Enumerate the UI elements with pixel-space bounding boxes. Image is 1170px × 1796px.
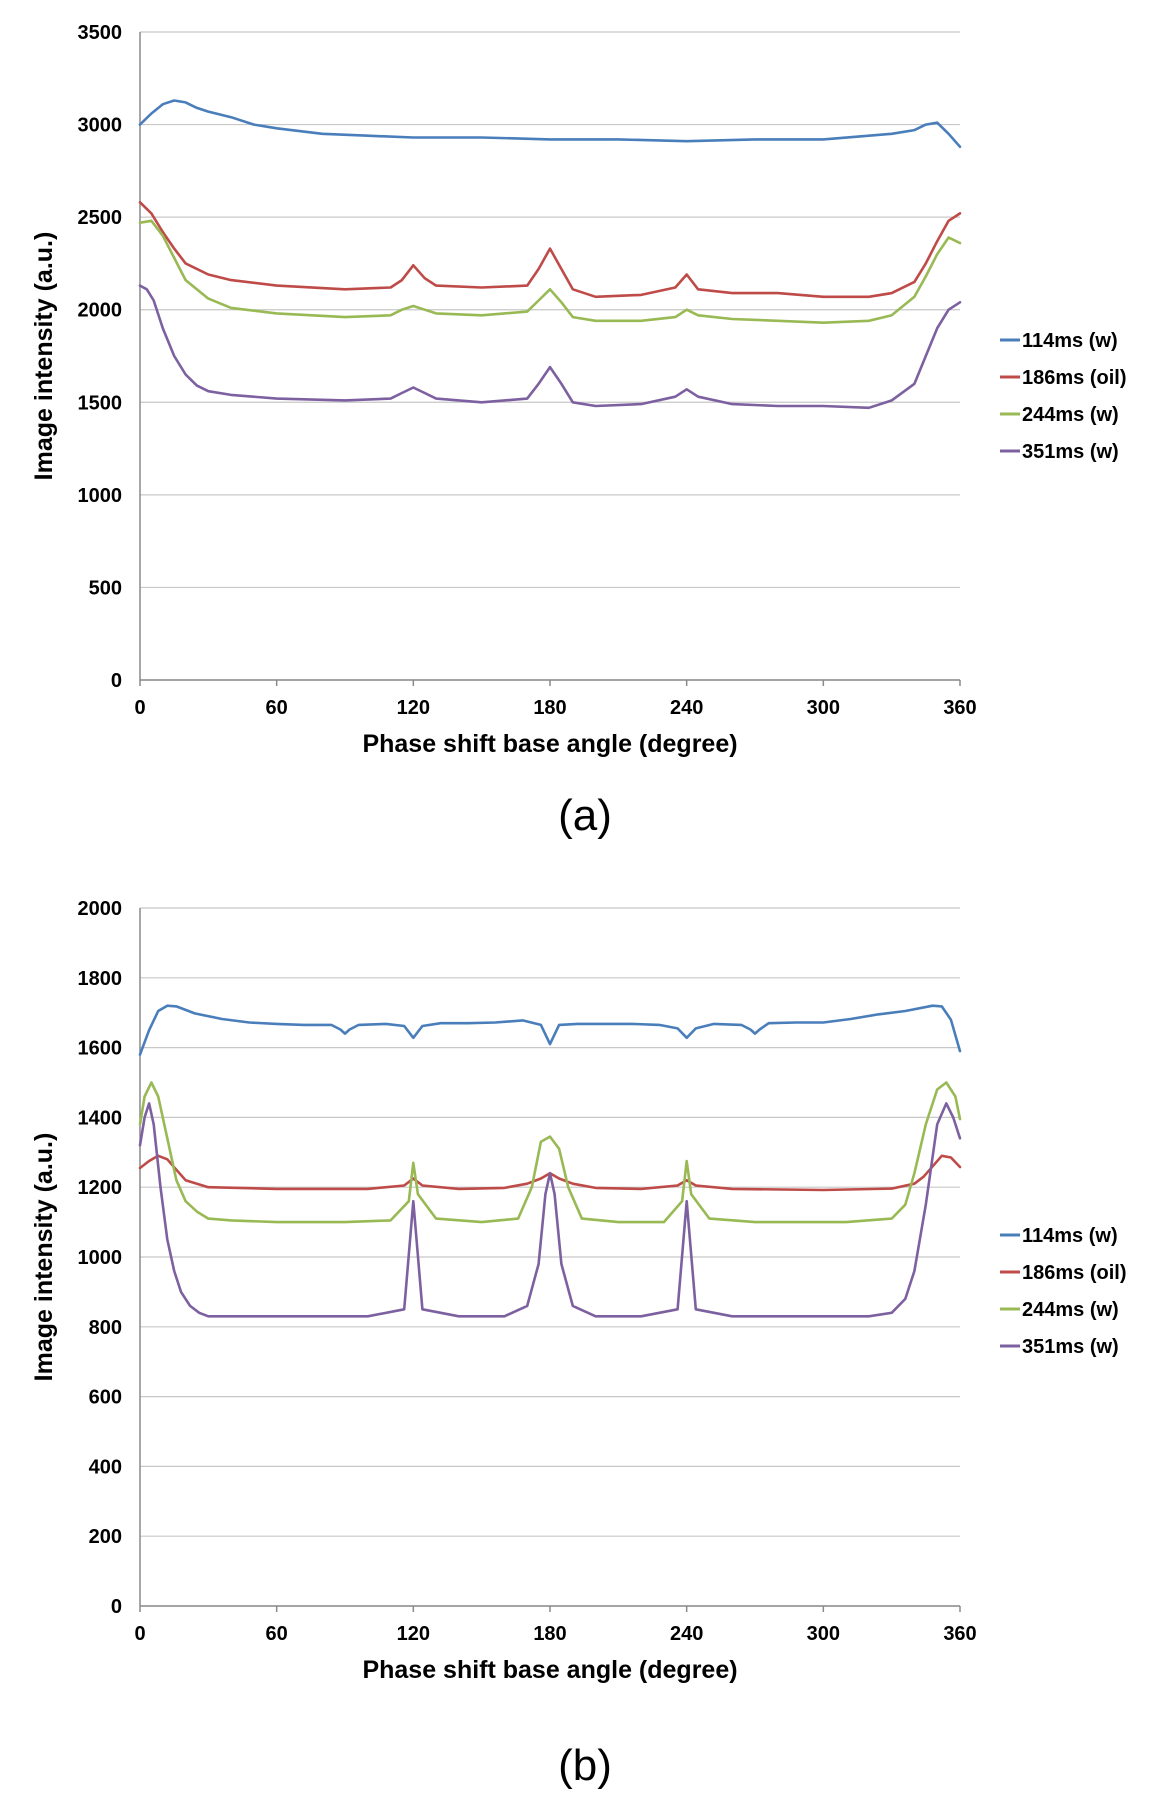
chart-a-xtick-label: 0 <box>134 697 145 719</box>
chart-a-ytick-label: 500 <box>89 577 122 599</box>
chart-b-xtick-label: 0 <box>134 1623 145 1645</box>
chart-b-ytick-label: 600 <box>89 1387 122 1409</box>
chart-a-legend: 114ms (w) 186ms (oil) 244ms (w) 351ms (w) <box>1000 330 1126 463</box>
chart-b-series-line-3 <box>138 1081 962 1224</box>
chart-b-legend-label: 186ms (oil) <box>1022 1262 1126 1284</box>
chart-a-series-line-2 <box>138 201 962 299</box>
chart-a-ytick-label: 2500 <box>78 207 123 229</box>
chart-a-ytick-label: 2000 <box>78 300 123 322</box>
chart-b-ytick-label: 2000 <box>78 898 123 920</box>
chart-b-ytick-label: 1800 <box>78 968 123 990</box>
chart-a-xtick-label: 240 <box>670 697 703 719</box>
chart-a-series-line-3 <box>138 219 962 325</box>
chart-b-xtick-label: 300 <box>807 1623 840 1645</box>
chart-b-ytick-label: 200 <box>89 1526 122 1548</box>
chart-a-legend-label: 114ms (w) <box>1022 330 1118 352</box>
chart-a-ytick-label: 3500 <box>78 22 123 44</box>
chart-a-ytick-label: 1500 <box>78 392 123 414</box>
chart-b-series-line-4 <box>138 1102 962 1318</box>
chart-b-xtick-label: 180 <box>533 1623 566 1645</box>
chart-a-xtick-label: 120 <box>397 697 430 719</box>
chart-a-series-line-1 <box>138 99 962 149</box>
chart-b-xtick-label: 240 <box>670 1623 703 1645</box>
chart-b-xtick-label: 60 <box>266 1623 288 1645</box>
chart-b-ytick-label: 1000 <box>78 1247 123 1269</box>
chart-b-legend-label: 114ms (w) <box>1022 1225 1118 1247</box>
chart-panel-a: 0 500 1000 1500 2000 2500 3000 3500 0 60 120 180 240… <box>30 22 1126 840</box>
chart-b-ytick-label: 800 <box>89 1317 122 1339</box>
chart-a-xtick-label: 300 <box>807 697 840 719</box>
chart-b-legend-label: 351ms (w) <box>1022 1336 1119 1358</box>
chart-b-y-axis-title: Image intensity (a.u.) <box>30 1133 58 1382</box>
chart-b-legend: 114ms (w) 186ms (oil) 244ms (w) 351ms (w) <box>1000 1225 1126 1358</box>
chart-a-caption: (a) <box>558 791 612 840</box>
chart-b-x-axis-title: Phase shift base angle (degree) <box>362 1656 737 1684</box>
chart-a-xtick-label: 360 <box>943 697 976 719</box>
chart-a-series-line-4 <box>138 284 962 410</box>
chart-a-ytick-label: 3000 <box>78 115 123 137</box>
chart-a-legend-label: 351ms (w) <box>1022 441 1119 463</box>
chart-a-xtick-label: 180 <box>533 697 566 719</box>
chart-a-x-axis-title: Phase shift base angle (degree) <box>362 730 737 758</box>
chart-b-ytick-label: 1400 <box>78 1107 123 1129</box>
chart-a-xtick-label: 60 <box>266 697 288 719</box>
chart-panel-b: 0 200 400 600 800 1000 1200 1400 1600 1800 2000 0 60… <box>30 898 1126 1790</box>
chart-b-ytick-label: 400 <box>89 1456 122 1478</box>
chart-b-ytick-label: 1200 <box>78 1177 123 1199</box>
chart-a-legend-label: 186ms (oil) <box>1022 367 1126 389</box>
chart-b-legend-label: 244ms (w) <box>1022 1299 1119 1321</box>
chart-b-xtick-label: 360 <box>943 1623 976 1645</box>
chart-b-ytick-label: 1600 <box>78 1038 123 1060</box>
chart-a-legend-label: 244ms (w) <box>1022 404 1119 426</box>
chart-b-series-line-1 <box>138 1004 962 1056</box>
chart-a-ytick-label: 1000 <box>78 485 123 507</box>
chart-a-y-axis-title: Image intensity (a.u.) <box>30 232 58 481</box>
chart-b-ytick-label: 0 <box>111 1596 122 1618</box>
chart-a-ytick-label: 0 <box>111 670 122 692</box>
chart-b-xtick-label: 120 <box>397 1623 430 1645</box>
chart-b-caption: (b) <box>558 1741 612 1790</box>
